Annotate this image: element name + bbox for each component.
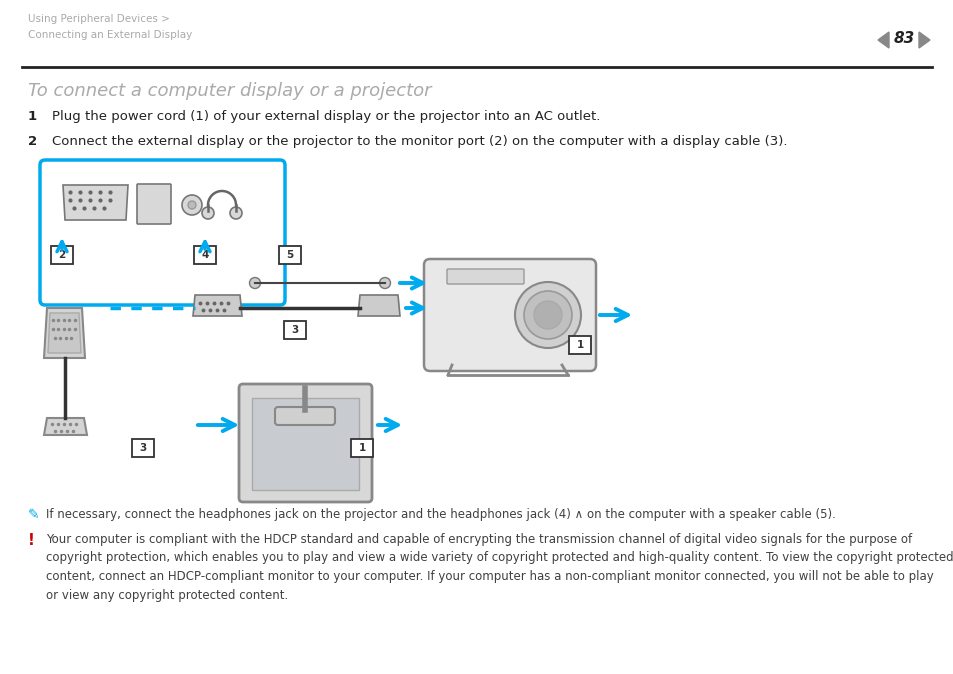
Circle shape [182, 195, 202, 215]
Text: Your computer is compliant with the HDCP standard and capable of encrypting the : Your computer is compliant with the HDCP… [46, 533, 953, 601]
Circle shape [523, 291, 572, 339]
FancyBboxPatch shape [351, 439, 373, 457]
FancyBboxPatch shape [252, 398, 358, 490]
Circle shape [250, 278, 260, 288]
Text: 4: 4 [201, 250, 209, 260]
Text: If necessary, connect the headphones jack on the projector and the headphones ja: If necessary, connect the headphones jac… [46, 508, 835, 521]
Polygon shape [918, 32, 929, 48]
Text: Plug the power cord (1) of your external display or the projector into an AC out: Plug the power cord (1) of your external… [52, 110, 599, 123]
Text: 3: 3 [139, 443, 147, 453]
Text: To connect a computer display or a projector: To connect a computer display or a proje… [28, 82, 431, 100]
FancyBboxPatch shape [284, 321, 306, 339]
Text: Connect the external display or the projector to the monitor port (2) on the com: Connect the external display or the proj… [52, 135, 786, 148]
Text: 2: 2 [58, 250, 66, 260]
Text: ✎: ✎ [28, 508, 40, 522]
FancyBboxPatch shape [239, 384, 372, 502]
Polygon shape [44, 308, 85, 358]
FancyBboxPatch shape [132, 439, 153, 457]
Circle shape [515, 282, 580, 348]
Text: 3: 3 [291, 325, 298, 335]
Polygon shape [877, 32, 888, 48]
Polygon shape [193, 295, 242, 316]
Text: 1: 1 [28, 110, 37, 123]
Circle shape [534, 301, 561, 329]
FancyBboxPatch shape [278, 246, 301, 264]
Text: 83: 83 [892, 31, 914, 46]
Text: 1: 1 [576, 340, 583, 350]
FancyBboxPatch shape [51, 246, 73, 264]
Polygon shape [357, 295, 399, 316]
Text: !: ! [28, 533, 35, 548]
FancyBboxPatch shape [274, 407, 335, 425]
Text: 2: 2 [28, 135, 37, 148]
FancyBboxPatch shape [447, 269, 523, 284]
Text: Connecting an External Display: Connecting an External Display [28, 30, 193, 40]
FancyBboxPatch shape [568, 336, 590, 354]
Circle shape [379, 278, 390, 288]
Polygon shape [48, 313, 81, 353]
FancyBboxPatch shape [40, 160, 285, 305]
Text: 1: 1 [358, 443, 365, 453]
Circle shape [230, 207, 242, 219]
FancyBboxPatch shape [137, 184, 171, 224]
Text: Using Peripheral Devices >: Using Peripheral Devices > [28, 14, 170, 24]
Polygon shape [63, 185, 128, 220]
Text: 5: 5 [286, 250, 294, 260]
FancyBboxPatch shape [193, 246, 215, 264]
Polygon shape [44, 418, 87, 435]
Circle shape [202, 207, 213, 219]
Circle shape [188, 201, 195, 209]
FancyBboxPatch shape [423, 259, 596, 371]
